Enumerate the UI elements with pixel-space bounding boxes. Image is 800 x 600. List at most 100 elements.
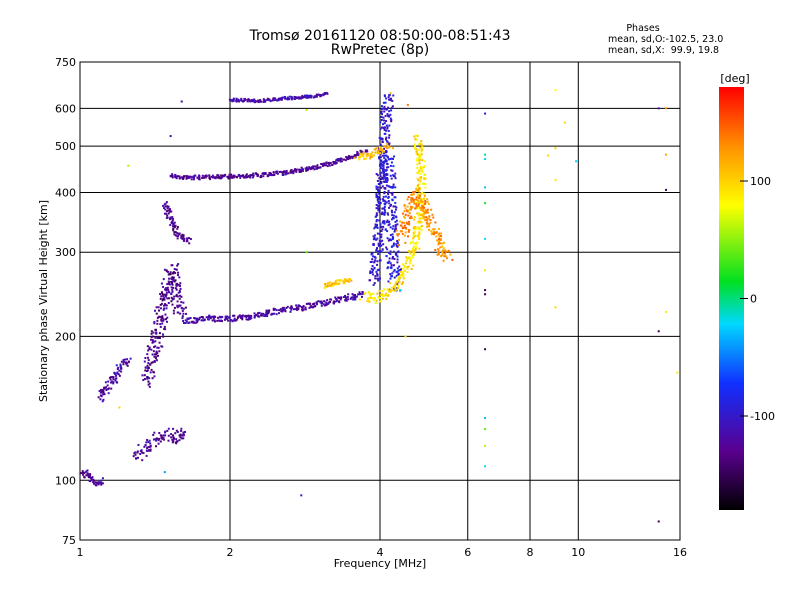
data-point	[379, 172, 382, 175]
data-point	[103, 386, 106, 389]
data-point	[421, 209, 424, 212]
data-point	[389, 277, 392, 280]
data-point	[383, 173, 386, 176]
data-point	[348, 155, 351, 158]
data-point	[438, 232, 441, 235]
data-point	[311, 303, 314, 306]
x-axis-label: Frequency [MHz]	[334, 557, 426, 570]
data-point	[147, 362, 150, 365]
data-point	[220, 315, 223, 318]
data-point	[420, 177, 423, 180]
data-point	[245, 173, 248, 176]
data-point	[167, 270, 170, 273]
data-point	[325, 164, 328, 167]
data-point	[350, 279, 353, 282]
data-point	[378, 157, 381, 160]
data-point	[412, 200, 415, 203]
data-point	[263, 173, 266, 176]
data-point	[386, 142, 389, 145]
data-point	[153, 346, 156, 349]
data-point	[201, 316, 204, 319]
data-point	[167, 282, 170, 285]
data-point	[351, 293, 354, 296]
data-point	[305, 169, 308, 172]
data-point	[382, 199, 385, 202]
data-point	[149, 371, 152, 374]
data-point	[408, 229, 411, 232]
data-point	[426, 198, 429, 201]
data-point	[101, 477, 104, 480]
data-point	[369, 157, 372, 160]
data-point	[177, 232, 180, 235]
data-point	[380, 159, 383, 162]
data-point	[392, 264, 395, 267]
data-point	[385, 129, 388, 132]
data-point	[410, 197, 413, 200]
data-point	[403, 216, 406, 219]
data-point	[380, 182, 383, 185]
data-point	[186, 317, 189, 320]
data-point	[154, 357, 157, 360]
data-point	[386, 288, 389, 291]
data-point	[335, 159, 338, 162]
data-point	[246, 315, 249, 318]
data-point	[411, 247, 414, 250]
data-point	[300, 494, 303, 497]
data-point	[387, 193, 390, 196]
data-point	[337, 159, 340, 162]
data-point	[281, 96, 284, 99]
data-point	[393, 289, 396, 292]
data-point	[409, 252, 412, 255]
data-point	[383, 222, 386, 225]
data-point	[167, 212, 170, 215]
data-point	[383, 145, 386, 148]
data-point	[394, 177, 397, 180]
data-point	[172, 437, 175, 440]
data-point	[447, 249, 450, 252]
data-point	[178, 175, 181, 178]
data-point	[149, 448, 152, 451]
data-point	[484, 289, 487, 292]
data-point	[163, 304, 166, 307]
data-point	[406, 266, 409, 269]
data-point	[347, 298, 350, 301]
data-point	[216, 319, 219, 322]
data-point	[396, 275, 399, 278]
data-point	[171, 298, 174, 301]
data-point	[408, 222, 411, 225]
data-point	[397, 232, 400, 235]
data-point	[329, 284, 332, 287]
data-point	[176, 264, 179, 267]
data-point	[163, 307, 166, 310]
data-point	[320, 304, 323, 307]
data-point	[375, 193, 378, 196]
data-point	[391, 214, 394, 217]
data-point	[150, 338, 153, 341]
data-point	[414, 134, 417, 137]
data-point	[369, 294, 372, 297]
data-point	[172, 218, 175, 221]
data-point	[388, 143, 391, 146]
data-point	[182, 177, 185, 180]
data-point	[125, 363, 128, 366]
data-point	[204, 176, 207, 179]
data-point	[389, 282, 392, 285]
data-point	[554, 178, 557, 181]
data-point	[368, 296, 371, 299]
data-point	[184, 319, 187, 322]
data-point	[152, 331, 155, 334]
data-point	[188, 175, 191, 178]
data-point	[163, 327, 166, 330]
data-point	[179, 436, 182, 439]
data-point	[419, 206, 422, 209]
data-point	[395, 254, 398, 257]
data-point	[173, 306, 176, 309]
data-point	[160, 307, 163, 310]
data-point	[288, 95, 291, 98]
data-point	[144, 366, 147, 369]
data-point	[440, 238, 443, 241]
data-point	[419, 220, 422, 223]
data-point	[294, 168, 297, 171]
data-point	[331, 163, 334, 166]
